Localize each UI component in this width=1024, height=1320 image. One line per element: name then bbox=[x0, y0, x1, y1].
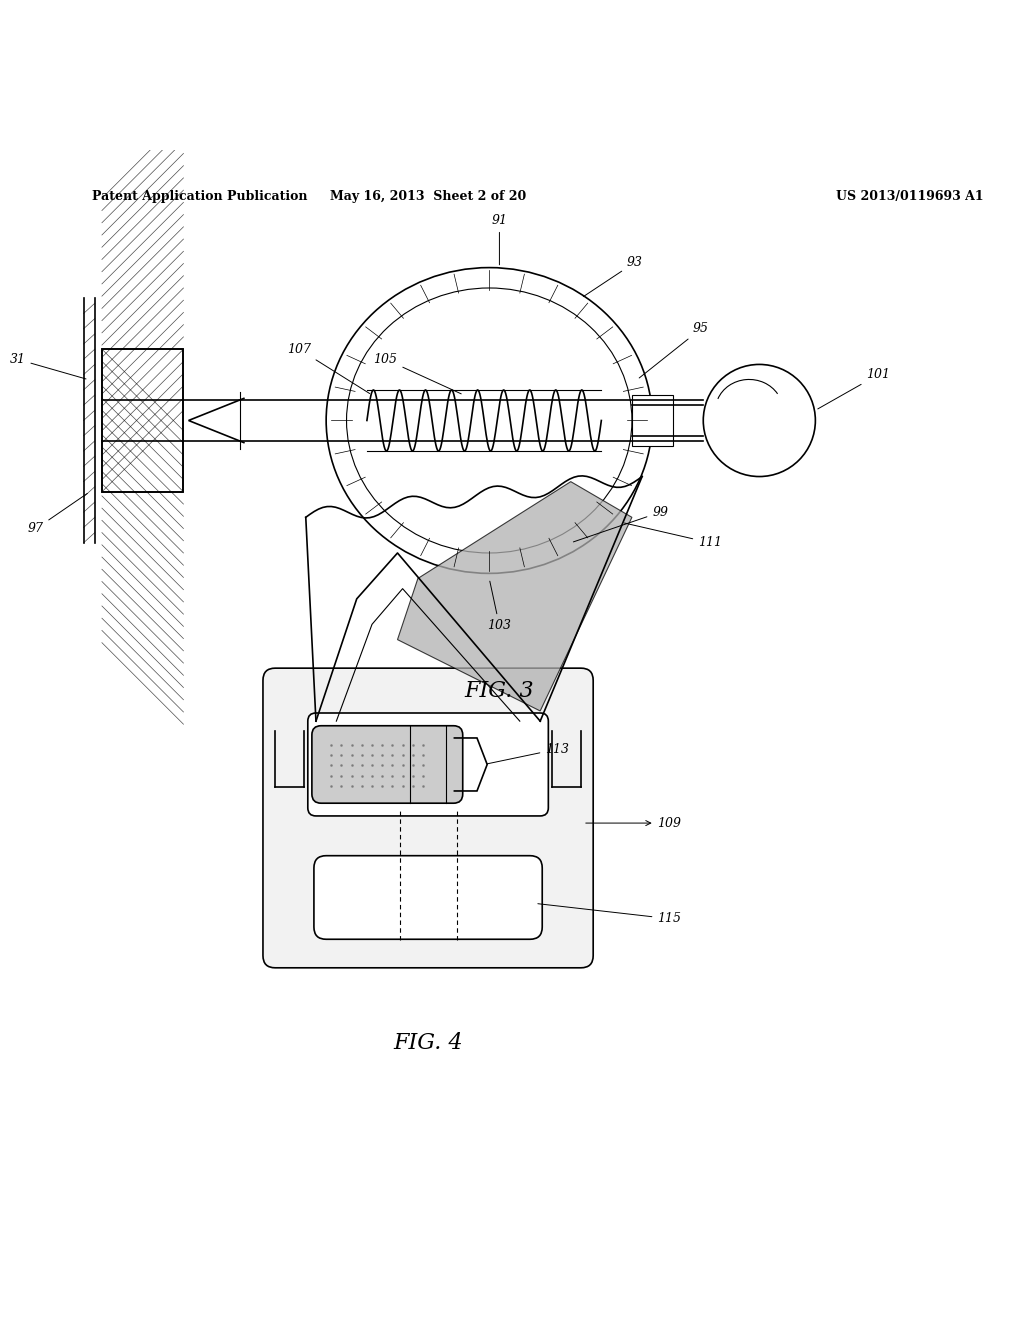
Text: FIG. 3: FIG. 3 bbox=[465, 680, 535, 702]
Text: 99: 99 bbox=[573, 506, 669, 543]
Bar bbox=[102, 348, 183, 492]
Text: Patent Application Publication: Patent Application Publication bbox=[92, 190, 307, 203]
Text: May 16, 2013  Sheet 2 of 20: May 16, 2013 Sheet 2 of 20 bbox=[330, 190, 526, 203]
Text: 97: 97 bbox=[28, 494, 87, 536]
Text: 31: 31 bbox=[9, 352, 86, 379]
FancyBboxPatch shape bbox=[312, 726, 463, 803]
FancyBboxPatch shape bbox=[308, 713, 548, 816]
Text: 103: 103 bbox=[487, 581, 511, 632]
Bar bbox=[102, 348, 183, 492]
Text: 107: 107 bbox=[287, 343, 370, 393]
Polygon shape bbox=[397, 482, 632, 711]
Text: 101: 101 bbox=[818, 368, 890, 409]
Text: FIG. 4: FIG. 4 bbox=[393, 1032, 463, 1053]
Text: 95: 95 bbox=[639, 322, 709, 378]
Text: 109: 109 bbox=[586, 817, 681, 829]
FancyBboxPatch shape bbox=[263, 668, 593, 968]
Text: US 2013/0119693 A1: US 2013/0119693 A1 bbox=[836, 190, 983, 203]
FancyBboxPatch shape bbox=[314, 855, 543, 940]
Text: 91: 91 bbox=[492, 214, 508, 265]
Text: 105: 105 bbox=[374, 352, 461, 393]
Text: 115: 115 bbox=[538, 904, 681, 925]
Text: 93: 93 bbox=[584, 256, 643, 297]
Text: 111: 111 bbox=[625, 523, 722, 549]
Bar bbox=[632, 395, 673, 446]
Text: 113: 113 bbox=[486, 743, 569, 764]
